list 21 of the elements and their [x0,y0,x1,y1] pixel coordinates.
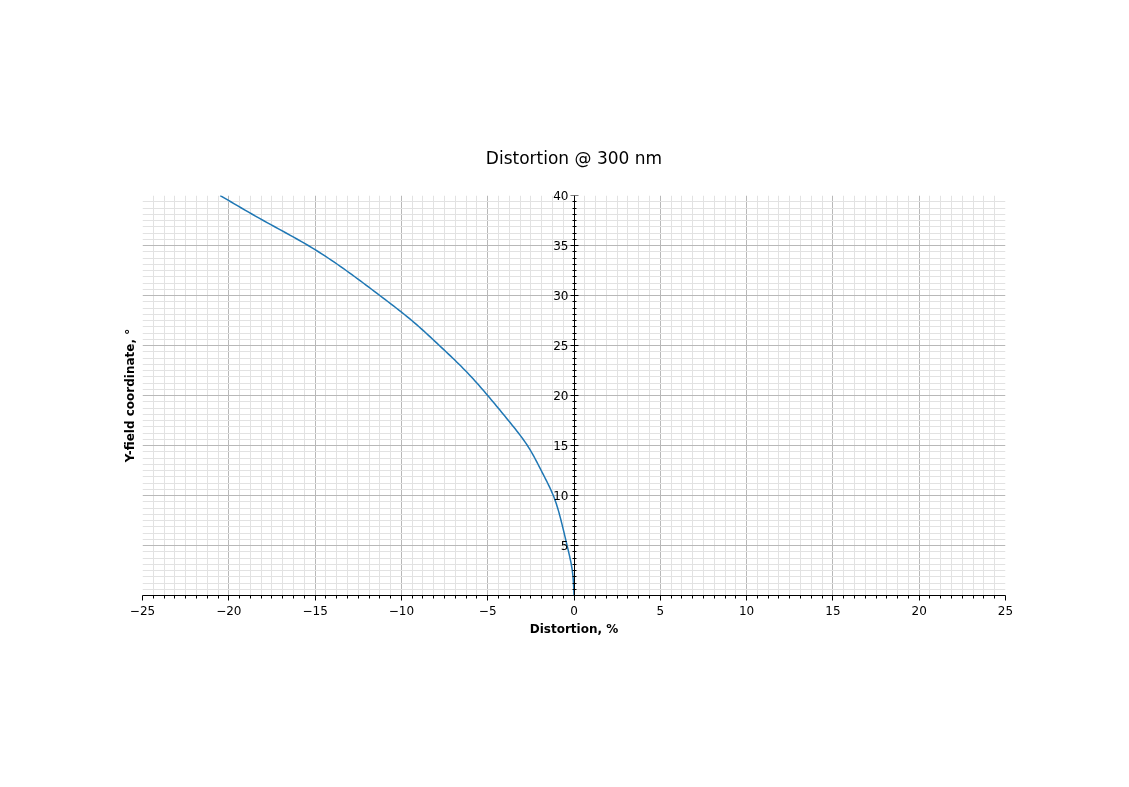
x-tick-label: −20 [216,603,242,618]
y-tick-label: 35 [553,239,569,253]
y-tick-label: 15 [553,439,569,453]
y-axis-title: Y-field coordinate, ° [122,328,137,464]
x-tick-label: 20 [911,603,927,618]
y-tick-label: 40 [553,189,569,203]
x-tick-label: 10 [738,603,755,618]
y-tick-label: 20 [553,389,569,403]
x-tick-label: 0 [570,603,578,618]
x-tick-label: 25 [997,603,1014,618]
y-tick-label: 25 [553,339,569,353]
chart-title: Distortion @ 300 nm [485,147,663,168]
y-tick-label: 30 [553,289,569,303]
x-tick-label: 5 [656,603,665,618]
x-tick-label: 15 [825,603,841,618]
x-tick-label: −15 [302,603,328,618]
x-axis-title: Distortion, % [529,621,619,636]
x-tick-label: −25 [129,603,156,618]
y-tick-label: 10 [553,489,569,503]
x-tick-label: −10 [388,603,415,618]
x-tick-label: −5 [478,603,497,618]
